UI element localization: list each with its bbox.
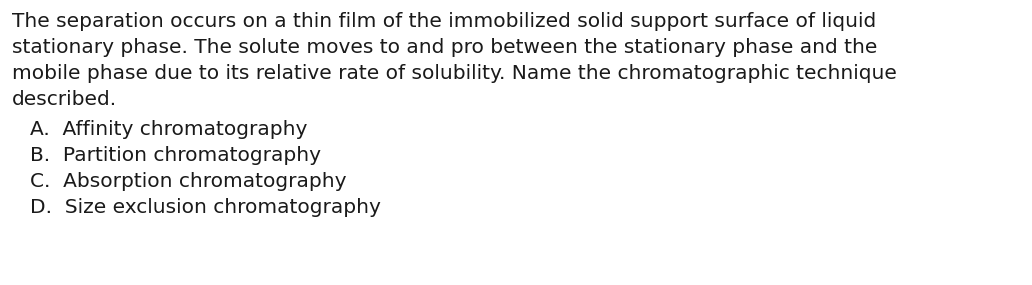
Text: mobile phase due to its relative rate of solubility. Name the chromatographic te: mobile phase due to its relative rate of… (12, 64, 897, 83)
Text: B.  Partition chromatography: B. Partition chromatography (30, 146, 321, 165)
Text: D.  Size exclusion chromatography: D. Size exclusion chromatography (30, 198, 381, 217)
Text: stationary phase. The solute moves to and pro between the stationary phase and t: stationary phase. The solute moves to an… (12, 38, 877, 57)
Text: The separation occurs on a thin film of the immobilized solid support surface of: The separation occurs on a thin film of … (12, 12, 876, 31)
Text: described.: described. (12, 90, 117, 109)
Text: C.  Absorption chromatography: C. Absorption chromatography (30, 172, 347, 191)
Text: A.  Affinity chromatography: A. Affinity chromatography (30, 120, 308, 139)
